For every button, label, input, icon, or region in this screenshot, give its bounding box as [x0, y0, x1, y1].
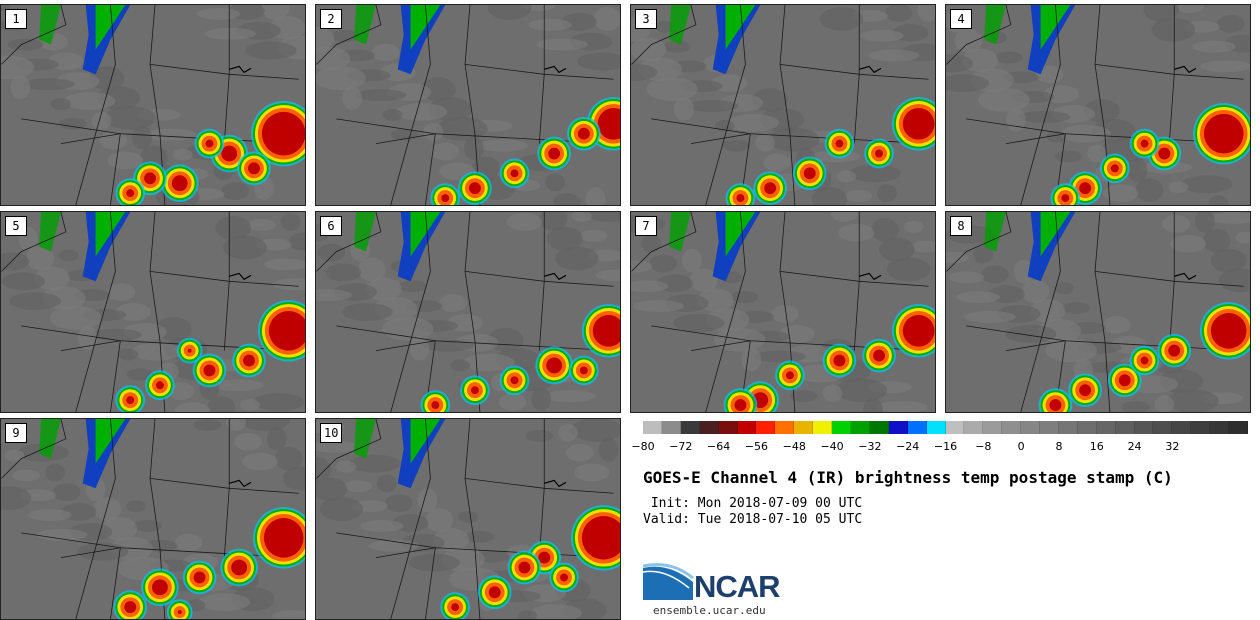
colorbar-segment: [1021, 421, 1041, 434]
colorbar-tick-label: −64: [707, 440, 731, 453]
panel-number-label: 3: [635, 9, 657, 29]
colorbar-segment: [832, 421, 851, 434]
colorbar-segment: [1002, 421, 1022, 434]
colorbar-segment: [1096, 421, 1116, 434]
panel-number-label: 7: [635, 216, 657, 236]
colorbar-tick-label: 16: [1089, 440, 1104, 453]
colorbar-tick-label: −8: [975, 440, 992, 453]
colorbar-tick-label: −56: [744, 440, 769, 453]
panel-number-label: 1: [5, 9, 27, 29]
colorbar-segment: [643, 421, 662, 434]
colorbar-segment: [1134, 421, 1154, 434]
colorbar-tick-label: −72: [669, 440, 693, 453]
map-panel-5: 5: [0, 211, 306, 413]
colorbar-segment: [718, 421, 738, 434]
colorbar-segment: [1040, 421, 1059, 434]
map-panel-1: 1: [0, 4, 306, 206]
colorbar-segment: [775, 421, 795, 434]
panel-number-label: 5: [5, 216, 27, 236]
colorbar-segment: [813, 421, 833, 434]
satellite-map-image: [1, 212, 305, 412]
colorbar-segment: [1210, 421, 1230, 434]
colorbar-tick-label: −24: [896, 440, 920, 453]
colorbar-segment: [1191, 421, 1211, 434]
satellite-map-image: [1, 5, 305, 205]
site-url: ensemble.ucar.edu: [653, 604, 766, 617]
map-panel-7: 7: [630, 211, 936, 413]
satellite-map-image: [316, 5, 620, 205]
map-panel-3: 3: [630, 4, 936, 206]
valid-time: Valid: Tue 2018-07-10 05 UTC: [643, 512, 863, 527]
map-panel-9: 9: [0, 418, 306, 620]
colorbar-segment: [888, 421, 908, 434]
colorbar-segment: [737, 421, 757, 434]
colorbar-segment: [1153, 421, 1173, 434]
satellite-map-image: [631, 212, 935, 412]
colorbar-segment: [1058, 421, 1078, 434]
colorbar-tick-label: −48: [782, 440, 806, 453]
colorbar: [643, 421, 1248, 434]
map-panel-6: 6: [315, 211, 621, 413]
colorbar-ticks: −80 −72 −64 −56 −48 −40 −32 −24 −16 −8 0 8 16 24 32: [631, 440, 1248, 454]
panel-number-label: 2: [320, 9, 342, 29]
colorbar-segment: [983, 421, 1003, 434]
colorbar-segment: [680, 421, 700, 434]
colorbar-segment: [794, 421, 814, 434]
panel-number-label: 10: [320, 423, 343, 443]
satellite-map-image: [316, 212, 620, 412]
colorbar-segment: [756, 421, 776, 434]
panel-number-label: 4: [950, 9, 972, 29]
colorbar-segment: [907, 421, 927, 434]
colorbar-segment: [1172, 421, 1192, 434]
map-panel-8: 8: [945, 211, 1251, 413]
init-time: Init: Mon 2018-07-09 00 UTC: [643, 496, 863, 511]
colorbar-segment: [964, 421, 984, 434]
colorbar-segment: [945, 421, 965, 434]
map-panel-2: 2: [315, 4, 621, 206]
panel-number-label: 6: [320, 216, 342, 236]
satellite-map-image: [1, 419, 305, 619]
colorbar-tick-label: 24: [1127, 440, 1142, 453]
colorbar-tick-label: 0: [1017, 440, 1025, 453]
figure-title: GOES-E Channel 4 (IR) brightness temp po…: [643, 468, 1173, 487]
colorbar-tick-label: −16: [933, 440, 958, 453]
panel-number-label: 8: [950, 216, 972, 236]
colorbar-tick-label: 8: [1055, 440, 1063, 453]
colorbar-segment: [1229, 421, 1248, 434]
ncar-logo-text: NCAR: [694, 569, 781, 604]
colorbar-segment: [926, 421, 946, 434]
colorbar-segment: [850, 421, 870, 434]
colorbar-segment: [1077, 421, 1097, 434]
panel-number-label: 9: [5, 423, 27, 443]
colorbar-tick-label: −80: [631, 440, 655, 453]
colorbar-tick-label: 32: [1165, 440, 1180, 453]
colorbar-segment: [869, 421, 889, 434]
satellite-map-image: [316, 419, 620, 619]
ncar-logo-icon: [643, 563, 694, 600]
colorbar-segment: [661, 421, 681, 434]
colorbar-segment: [1115, 421, 1135, 434]
map-panel-4: 4: [945, 4, 1251, 206]
map-panel-10: 10: [315, 418, 621, 620]
colorbar-tick-label: −40: [820, 440, 844, 453]
colorbar-tick-label: −32: [858, 440, 882, 453]
colorbar-segment: [699, 421, 719, 434]
satellite-map-image: [946, 5, 1250, 205]
satellite-map-image: [631, 5, 935, 205]
satellite-map-image: [946, 212, 1250, 412]
